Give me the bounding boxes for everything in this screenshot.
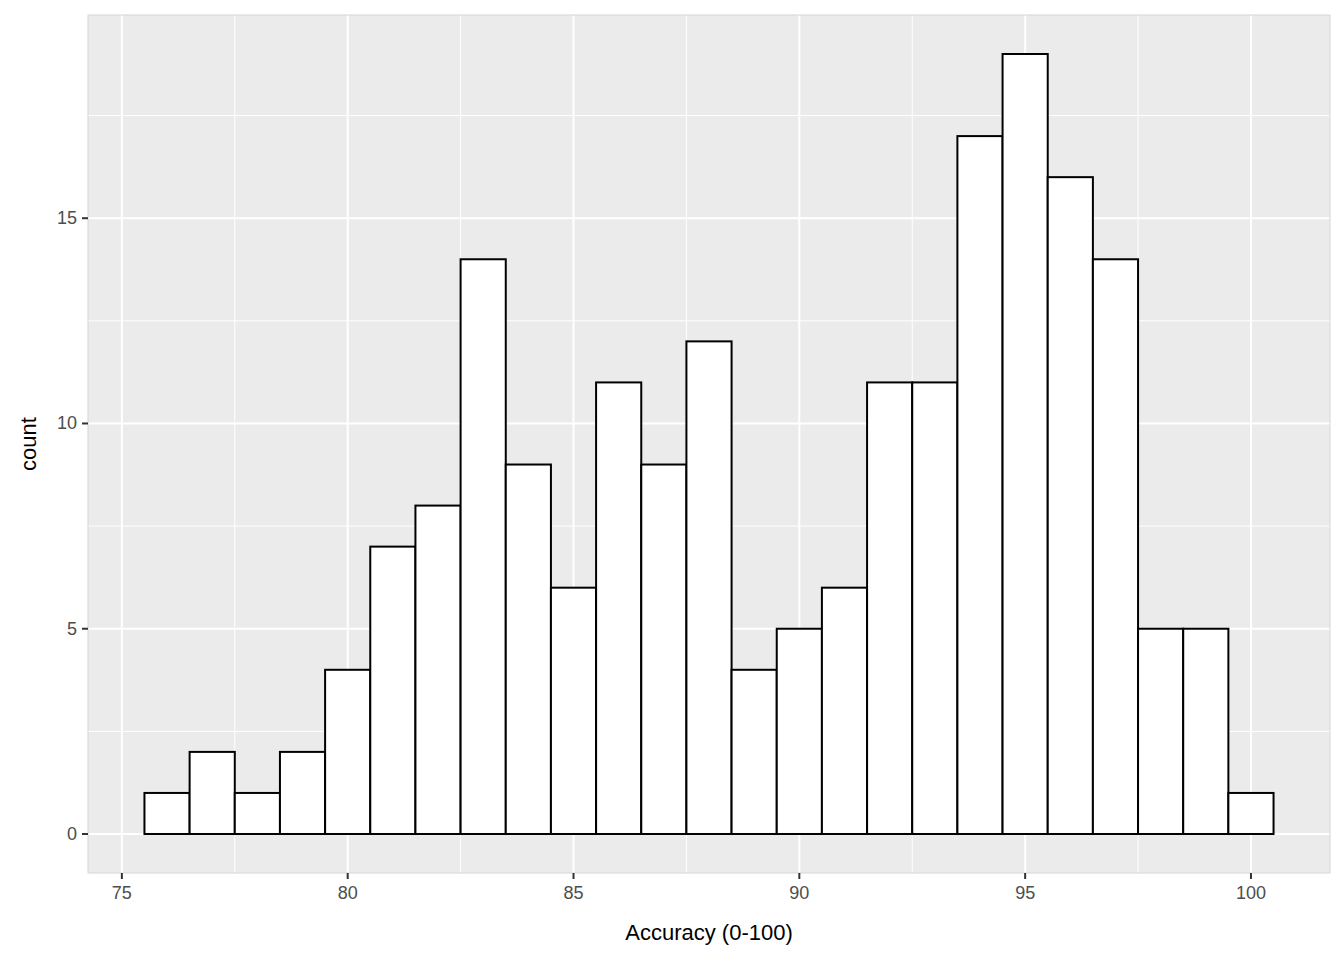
- histogram-bar: [190, 752, 235, 834]
- y-axis-title: count: [16, 417, 41, 471]
- x-tick: [798, 873, 800, 879]
- panel-frame: [88, 15, 1330, 873]
- y-tick: [82, 833, 88, 835]
- x-tick-label: 100: [1236, 883, 1266, 903]
- histogram-bar: [912, 382, 957, 834]
- x-tick-label: 75: [112, 883, 132, 903]
- x-tick: [121, 873, 123, 879]
- histogram-bar: [732, 670, 777, 834]
- x-tick: [347, 873, 349, 879]
- y-tick: [82, 422, 88, 424]
- y-tick: [82, 628, 88, 630]
- x-tick-label: 90: [789, 883, 809, 903]
- histogram-bar: [686, 341, 731, 834]
- x-tick-label: 80: [338, 883, 358, 903]
- panel: [88, 15, 1330, 873]
- histogram-bar: [280, 752, 325, 834]
- minor-grid-y: [88, 115, 1330, 116]
- bars: [144, 54, 1273, 834]
- chart: 75 80 85 90 95 100 0 5 10 15 Accuracy (0-100) count: [0, 0, 1344, 960]
- minor-grid-x: [234, 15, 235, 873]
- x-tick: [1024, 873, 1026, 879]
- histogram-bar: [822, 588, 867, 834]
- histogram-bar: [551, 588, 596, 834]
- y-tick-label: 5: [67, 619, 77, 639]
- x-tick: [1250, 873, 1252, 879]
- histogram-bar: [506, 465, 551, 834]
- histogram-bar: [1183, 629, 1228, 834]
- x-axis-title: Accuracy (0-100): [625, 920, 793, 945]
- histogram-bar: [1003, 54, 1048, 834]
- histogram-bar: [144, 793, 189, 834]
- x-tick-label: 85: [563, 883, 583, 903]
- histogram-bar: [370, 547, 415, 834]
- histogram-bar: [777, 629, 822, 834]
- x-tick-label: 95: [1015, 883, 1035, 903]
- y-tick-label: 10: [57, 413, 77, 433]
- minor-grid-y: [88, 320, 1330, 321]
- histogram-bar: [1138, 629, 1183, 834]
- histogram-bar: [461, 259, 506, 834]
- y-tick: [82, 217, 88, 219]
- histogram-bar: [1093, 259, 1138, 834]
- grid-x: [121, 15, 123, 873]
- histogram-bar: [235, 793, 280, 834]
- grid-y: [88, 217, 1330, 219]
- grid-x: [1250, 15, 1252, 873]
- histogram-bar: [641, 465, 686, 834]
- histogram-bar: [415, 506, 460, 834]
- x-tick: [573, 873, 575, 879]
- histogram-bar: [1048, 177, 1093, 834]
- histogram-bar: [867, 382, 912, 834]
- y-tick-label: 0: [67, 824, 77, 844]
- histogram-bar: [1228, 793, 1273, 834]
- histogram-bar: [325, 670, 370, 834]
- histogram-bar: [957, 136, 1002, 834]
- y-tick-label: 15: [57, 208, 77, 228]
- histogram-bar: [596, 382, 641, 834]
